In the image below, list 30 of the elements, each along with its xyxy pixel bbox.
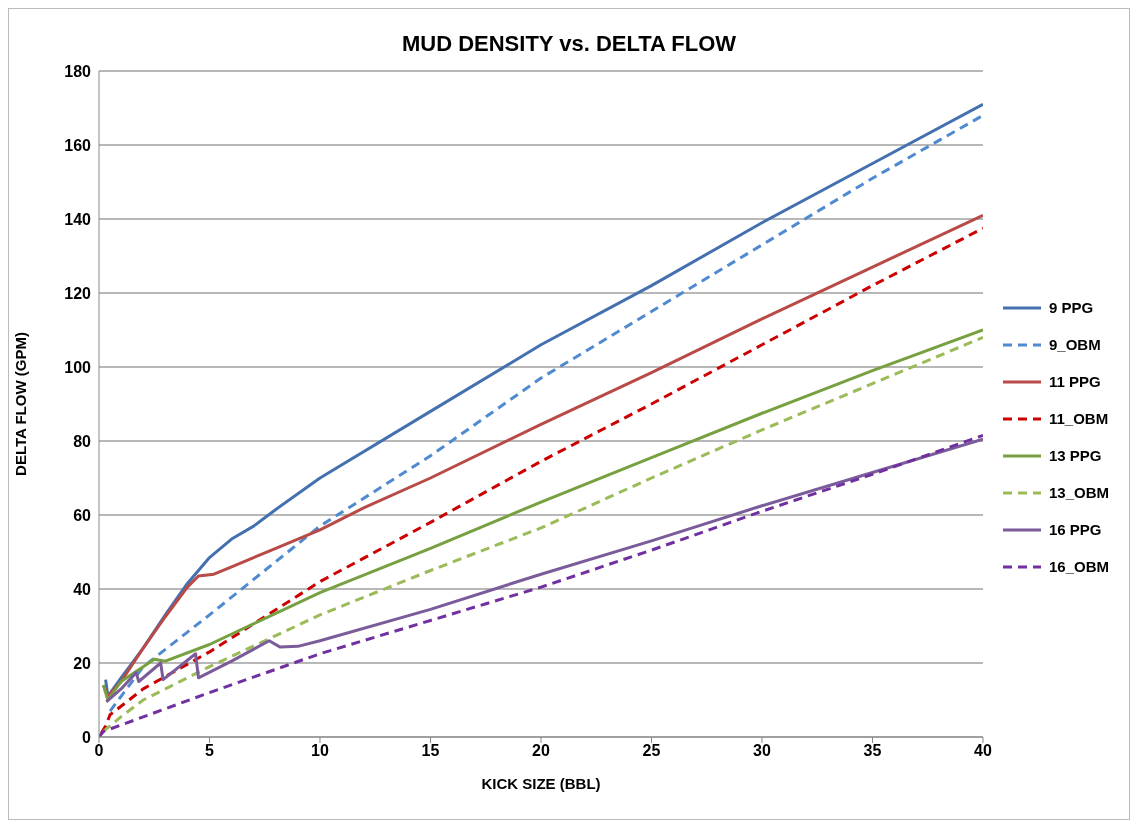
y-tick-label: 140 (64, 210, 92, 228)
x-tick-label: 15 (421, 742, 440, 760)
legend-label: 13 PPG (1048, 447, 1102, 464)
y-tick-label: 40 (73, 580, 92, 598)
x-axis-title: KICK SIZE (BBL) (481, 775, 601, 792)
y-tick-label: 180 (64, 62, 92, 80)
legend-label: 9 PPG (1048, 299, 1094, 316)
legend-label: 11 PPG (1048, 373, 1101, 390)
x-tick-label: 35 (863, 742, 882, 760)
x-tick-label: 25 (642, 742, 661, 760)
x-tick-label: 5 (205, 742, 215, 760)
y-tick-label: 60 (73, 506, 92, 524)
legend-label: 11_OBM (1048, 410, 1109, 427)
x-tick-label: 0 (94, 742, 104, 760)
x-tick-label: 10 (311, 742, 329, 760)
legend-label: 16_OBM (1048, 558, 1109, 575)
y-tick-label: 100 (64, 358, 92, 376)
y-tick-label: 20 (73, 654, 92, 672)
y-tick-label: 80 (73, 432, 92, 450)
chart-title: MUD DENSITY vs. DELTA FLOW (400, 31, 738, 57)
x-tick-label: 20 (532, 742, 550, 760)
legend-label: 13_OBM (1048, 484, 1109, 501)
x-tick-label: 30 (753, 742, 771, 760)
legend-label: 9_OBM (1048, 336, 1101, 353)
y-tick-label: 0 (82, 728, 92, 746)
y-axis-title: DELTA FLOW (GPM) (12, 332, 30, 476)
y-tick-label: 160 (64, 136, 92, 154)
y-tick-label: 120 (64, 284, 92, 302)
legend-label: 16 PPG (1048, 521, 1102, 538)
x-tick-label: 40 (974, 742, 992, 760)
